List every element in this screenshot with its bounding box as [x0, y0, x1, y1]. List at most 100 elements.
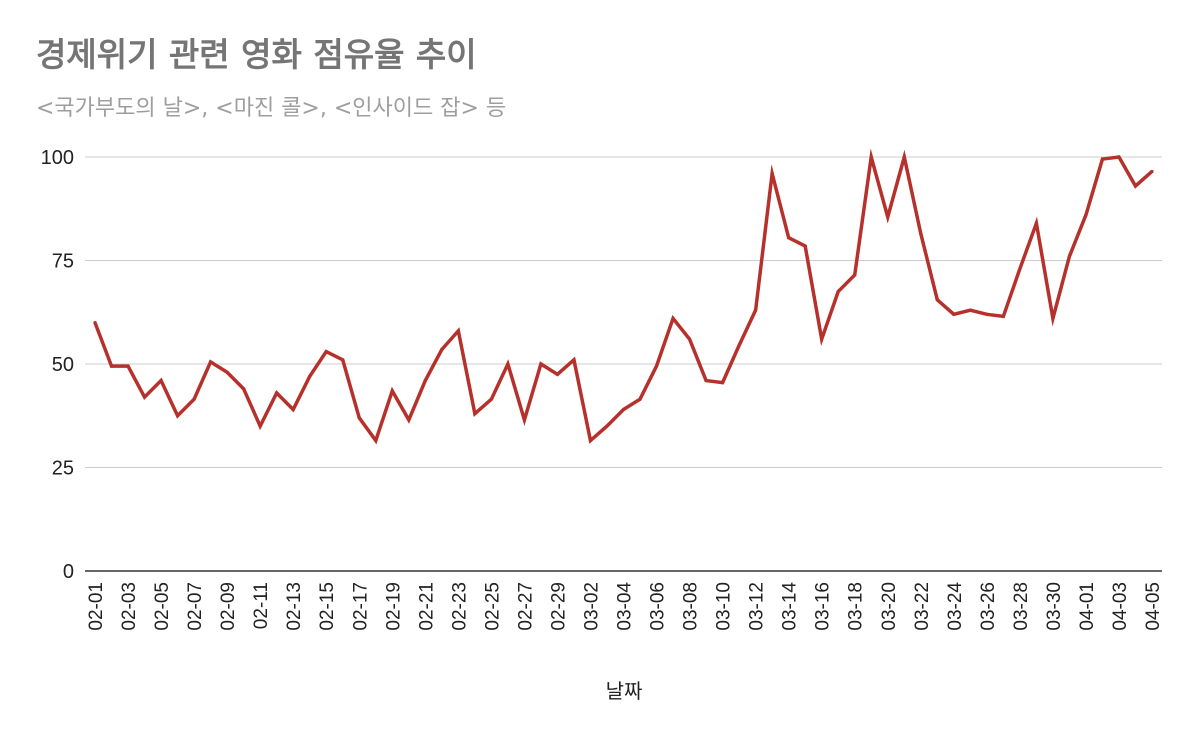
x-tick-label: 03-18 [846, 582, 867, 631]
y-tick-label: 25 [52, 458, 74, 480]
x-tick-label: 03-30 [1044, 582, 1065, 631]
data-point [902, 155, 906, 159]
data-point [671, 316, 675, 321]
x-tick-label: 02-25 [482, 582, 503, 631]
data-point [1001, 314, 1005, 318]
data-point [473, 412, 477, 416]
y-axis-ticks: 0 25 50 75 100 [41, 147, 74, 583]
data-point [787, 236, 791, 240]
data-point [506, 362, 510, 366]
data-point [1067, 254, 1072, 258]
x-tick-label: 02-13 [284, 582, 305, 631]
data-point [374, 438, 378, 443]
data-point [489, 397, 493, 401]
x-tick-label: 02-03 [119, 582, 140, 631]
x-tick-label: 03-28 [1011, 582, 1032, 631]
x-tick-label: 03-24 [945, 582, 966, 631]
x-tick-label: 02-05 [152, 582, 173, 631]
x-tick-label: 02-19 [383, 582, 404, 631]
x-tick-label: 03-08 [681, 582, 702, 631]
x-tick-label: 02-11 [251, 582, 272, 629]
data-point [109, 364, 114, 368]
x-tick-label: 03-10 [714, 582, 735, 631]
data-point [588, 438, 593, 443]
data-point [93, 321, 97, 325]
y-tick-label: 75 [52, 251, 74, 273]
x-tick-label: 02-07 [185, 582, 206, 631]
x-tick-label: 03-26 [978, 582, 999, 631]
data-point [687, 337, 692, 341]
chart-title: 경제위기 관련 영화 점유율 추이 [36, 35, 477, 74]
data-point [638, 397, 642, 401]
data-point [720, 381, 725, 385]
data-point [985, 312, 989, 316]
data-point [242, 387, 246, 391]
x-tick-label: 02-27 [515, 582, 536, 631]
x-tick-label: 03-04 [615, 582, 636, 631]
data-point [142, 395, 147, 399]
data-point [539, 362, 543, 366]
x-tick-label: 03-14 [780, 582, 801, 631]
data-point [308, 374, 312, 379]
data-point [1150, 169, 1154, 174]
data-point [1051, 316, 1055, 321]
x-tick-label: 03-22 [912, 582, 933, 631]
data-point [275, 391, 279, 395]
x-tick-label: 03-20 [879, 582, 900, 631]
data-point [522, 418, 527, 422]
data-point [1133, 184, 1138, 188]
data-point [605, 424, 609, 428]
data-point [390, 389, 394, 393]
data-point [225, 370, 229, 374]
chart-subtitle: <국가부도의 날>, <마진 콜>, <인사이드 잡> 등 [36, 96, 507, 121]
y-tick-label: 0 [63, 561, 74, 583]
x-tick-label: 02-09 [218, 582, 239, 631]
data-point [869, 155, 873, 159]
data-point [1034, 221, 1038, 225]
x-tick-label: 02-01 [86, 582, 107, 631]
data-point [853, 273, 857, 277]
data-point [258, 424, 262, 428]
data-point [572, 358, 576, 362]
x-tick-label: 02-15 [317, 582, 338, 631]
data-point [654, 364, 659, 368]
data-point [440, 347, 444, 352]
data-point [407, 418, 411, 422]
x-axis-label: 날짜 [606, 679, 643, 703]
data-point [621, 407, 626, 412]
x-tick-label: 03-12 [747, 582, 768, 631]
x-tick-label: 04-03 [1110, 582, 1131, 631]
data-point [1084, 213, 1088, 217]
data-point [935, 298, 939, 302]
data-point [1117, 155, 1121, 159]
data-point [968, 308, 972, 312]
data-point [1100, 157, 1105, 161]
data-point [919, 231, 923, 236]
data-point [357, 416, 361, 420]
x-tick-label: 02-17 [350, 582, 371, 631]
x-tick-label: 02-23 [449, 582, 470, 631]
data-point [770, 171, 774, 176]
x-tick-label: 03-02 [581, 582, 602, 631]
data-point [555, 372, 560, 376]
x-tick-label: 04-01 [1077, 582, 1098, 631]
x-tick-label: 03-06 [648, 582, 669, 631]
data-point [952, 312, 956, 316]
grid-lines [85, 156, 1162, 572]
y-tick-label: 50 [52, 354, 74, 376]
data-point [737, 343, 741, 347]
data-point [126, 364, 130, 368]
data-point [175, 414, 180, 418]
x-tick-label: 02-21 [416, 582, 437, 631]
data-point [803, 244, 807, 248]
y-tick-label: 100 [41, 147, 74, 169]
data-point [192, 397, 196, 401]
data-point [754, 308, 758, 312]
x-tick-label: 02-29 [548, 582, 569, 631]
x-tick-label: 03-16 [813, 582, 834, 631]
data-point [324, 349, 328, 354]
data-point [1018, 267, 1022, 271]
data-point [159, 378, 163, 383]
data-point [423, 378, 427, 383]
